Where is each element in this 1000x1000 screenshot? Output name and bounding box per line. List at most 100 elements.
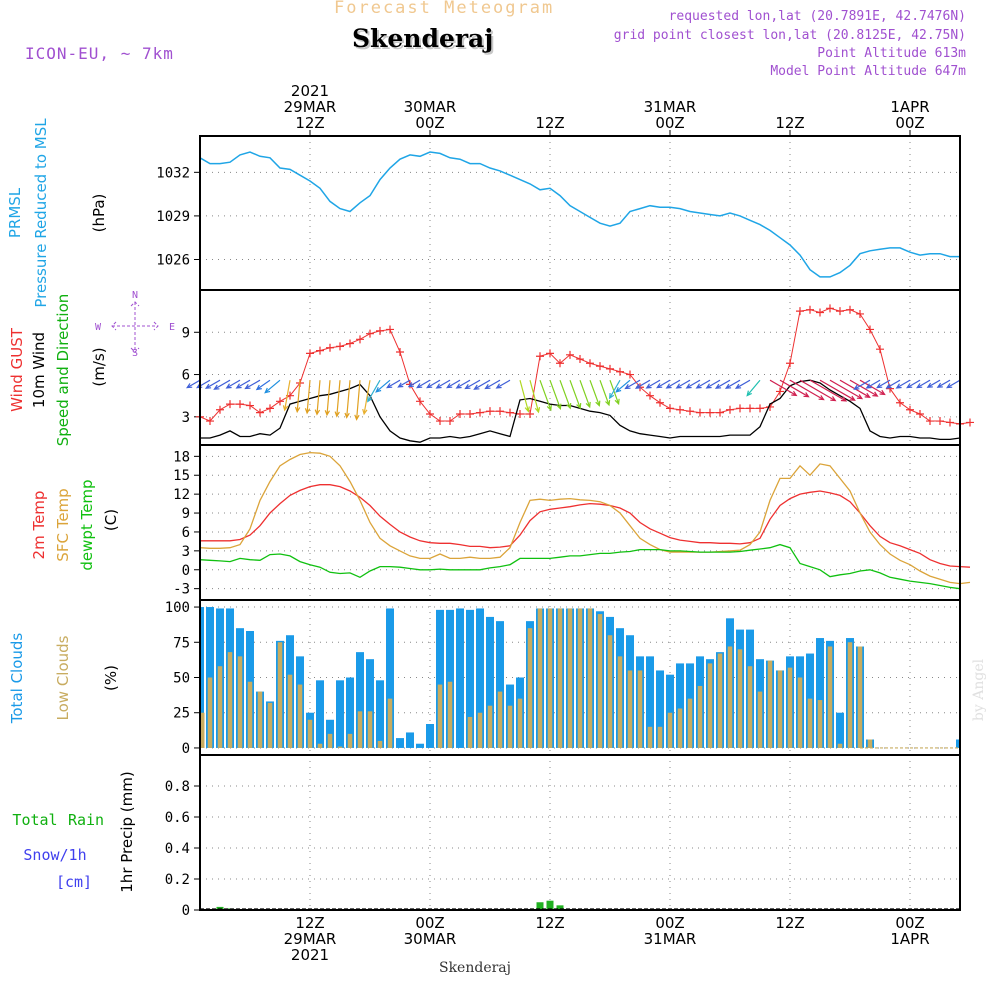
low-cloud-bar [447, 681, 453, 748]
gust-marker [776, 387, 784, 396]
wind-arrow [746, 379, 761, 397]
gust-marker [806, 305, 814, 314]
gust-marker [966, 418, 974, 427]
wind-arrow [734, 379, 751, 389]
model-altitude: Model Point Altitude 647m [770, 64, 966, 79]
precip-rain-label: Rain [68, 811, 104, 829]
low-cloud-bar [587, 608, 593, 748]
sfc-line [199, 451, 971, 585]
gust-marker [276, 397, 284, 406]
y-tick-label: 18 [173, 449, 190, 465]
total-cloud-bar [956, 739, 960, 748]
t2m-label: 2m Temp [30, 491, 48, 560]
pressure-panel: 1026 1029 1032 [156, 135, 961, 291]
bottom-time-label: 00Z [415, 914, 444, 932]
low-cloud-bar [277, 642, 283, 748]
wind-arrow [645, 379, 661, 389]
low-cloud-bar [337, 746, 343, 748]
total-cloud-bar [356, 652, 364, 748]
low-cloud-bar [667, 712, 673, 748]
gust-line [199, 307, 971, 425]
low-cloud-bar [477, 712, 483, 748]
requested-coords: requested lon,lat (20.7891E, 42.7476N) [668, 9, 966, 24]
wind-arrow [235, 379, 251, 389]
low-cloud-bar [257, 691, 263, 748]
wind-arrow [809, 379, 848, 402]
wind-arrow [705, 379, 721, 389]
wind-arrow [294, 380, 301, 414]
wind-arrow [344, 380, 351, 419]
wind10-label: 10m Wind [30, 332, 48, 408]
low-cloud-bar [217, 666, 223, 748]
low-cloud-bar [847, 642, 853, 748]
wind-arrow [665, 379, 681, 389]
gust-marker [666, 404, 674, 413]
low-cloud-bar [627, 670, 633, 748]
total-cloud-bar [416, 743, 424, 748]
gust-marker [726, 405, 734, 414]
y-tick-label: 1032 [156, 165, 190, 181]
wind-arrow [656, 379, 671, 389]
top-time-label: 31MAR [644, 98, 697, 116]
precip-total-label: Total [12, 811, 57, 829]
wind-arrow [397, 379, 411, 388]
y-tick-label: 0.8 [165, 779, 190, 795]
gust-marker [696, 408, 704, 417]
wind-arrow [426, 379, 441, 389]
wind-arrow [624, 379, 641, 390]
low-cloud-bar [787, 667, 793, 748]
gust-marker [546, 349, 554, 358]
gust-marker [946, 418, 954, 427]
gust-marker [846, 305, 854, 314]
gust-marker [596, 362, 604, 371]
top-time-label: 00Z [895, 114, 924, 132]
precip-frame [199, 754, 961, 911]
y-tick-label: 25 [173, 706, 190, 722]
wind-arrow [675, 379, 691, 389]
gust-marker [926, 417, 934, 426]
gust-marker [916, 410, 924, 418]
low-cloud-bar [737, 649, 743, 748]
gust-marker [866, 325, 874, 334]
gust-marker [456, 410, 464, 418]
y-tick-label: 12 [173, 487, 190, 503]
precip-panel: 0 0.2 0.4 0.6 0.8 [165, 754, 961, 919]
top-time-label: 12Z [295, 114, 324, 132]
wind-arrow [529, 380, 541, 414]
y-tick-label: 50 [173, 671, 190, 687]
low-cloud-bar [487, 705, 493, 748]
gust-label: Wind GUST [8, 327, 26, 412]
wind-unit-label: (m/s) [90, 347, 108, 386]
low-cloud-bar [497, 691, 503, 748]
temp-unit-label: (C) [102, 509, 120, 531]
t2m-line [200, 484, 971, 568]
compass-w: W [95, 322, 102, 333]
gust-marker [566, 350, 574, 359]
total-cloud-bar [386, 608, 394, 748]
total-cloud-bar [336, 680, 344, 748]
gust-marker [706, 408, 714, 417]
wind-arrow [859, 379, 886, 396]
y-tick-label: 0 [182, 903, 190, 919]
cloud-unit-label: (%) [102, 665, 120, 691]
wind-arrow [416, 379, 431, 389]
credit-label: by Angel [971, 658, 987, 721]
wind-arrow [946, 379, 961, 389]
bottom-time-label: 29MAR [284, 930, 337, 948]
wind-arrow [609, 379, 620, 406]
top-time-label: 00Z [415, 114, 444, 132]
rain-bar [546, 900, 554, 910]
wind-arrow [714, 379, 731, 389]
low-cloud-bar [867, 739, 873, 748]
total-cloud-bar [376, 680, 384, 748]
total-clouds-label: Total Clouds [8, 633, 26, 725]
wind-arrow [609, 379, 621, 400]
bottom-time-label: 12Z [535, 914, 564, 932]
point-altitude: Point Altitude 613m [817, 46, 966, 61]
y-tick-label: 0 [182, 741, 190, 757]
wind-arrow [569, 379, 582, 410]
wind-arrow [853, 379, 871, 390]
low-cloud-bar [200, 712, 205, 748]
low-cloud-bar [687, 698, 693, 748]
gust-marker [556, 359, 564, 368]
